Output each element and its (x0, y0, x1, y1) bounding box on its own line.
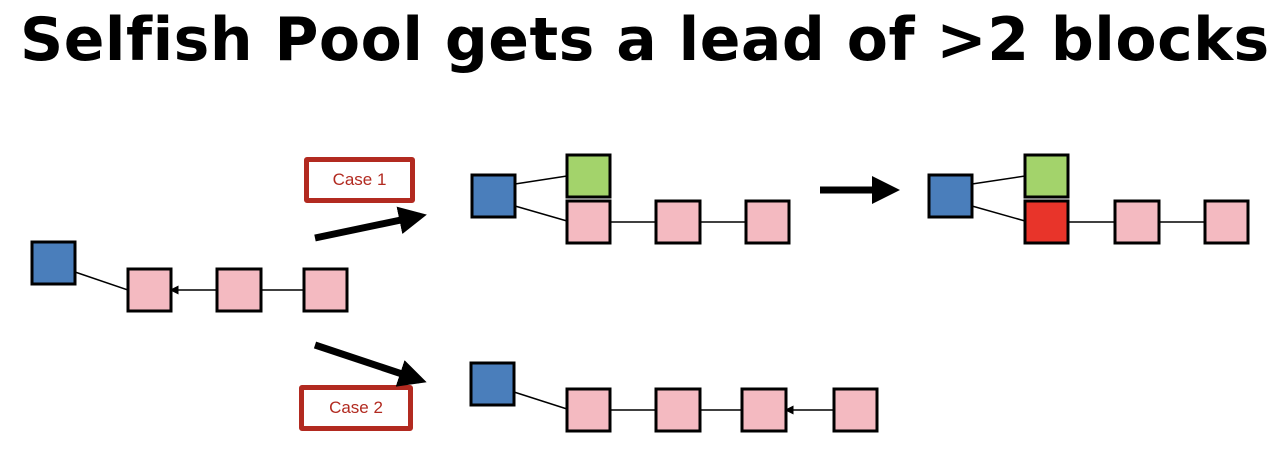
green-block (1023, 153, 1070, 199)
blue-block (927, 173, 974, 219)
link (513, 391, 568, 410)
pink-block (832, 387, 879, 433)
case-1-result-chain (927, 153, 1250, 245)
blue-block (469, 361, 516, 407)
case-1-label: Case 1 (304, 157, 415, 203)
case-2-arrow (313, 341, 427, 387)
link (971, 175, 1026, 185)
pink-block (565, 199, 612, 245)
case-1-arrow (314, 206, 427, 242)
initial-chain (30, 240, 349, 313)
link (514, 175, 568, 185)
link (514, 205, 568, 222)
red-block (1023, 199, 1070, 245)
pink-block (1113, 199, 1161, 245)
pink-block (1203, 199, 1250, 245)
pink-block (654, 199, 702, 245)
link (74, 271, 129, 291)
blue-block (30, 240, 77, 286)
link (971, 205, 1026, 222)
case-1-chain (470, 153, 791, 245)
pink-block (126, 267, 173, 313)
pink-block (654, 387, 702, 433)
pink-block (740, 387, 788, 433)
case-2-chain (469, 361, 879, 433)
pink-block (215, 267, 263, 313)
green-block (565, 153, 612, 199)
pink-block (302, 267, 349, 313)
pink-block (565, 387, 612, 433)
pink-block (744, 199, 791, 245)
case-2-label: Case 2 (299, 385, 413, 431)
blue-block (470, 173, 517, 219)
slide-title: Selfish Pool gets a lead of >2 blocks (20, 5, 1269, 75)
